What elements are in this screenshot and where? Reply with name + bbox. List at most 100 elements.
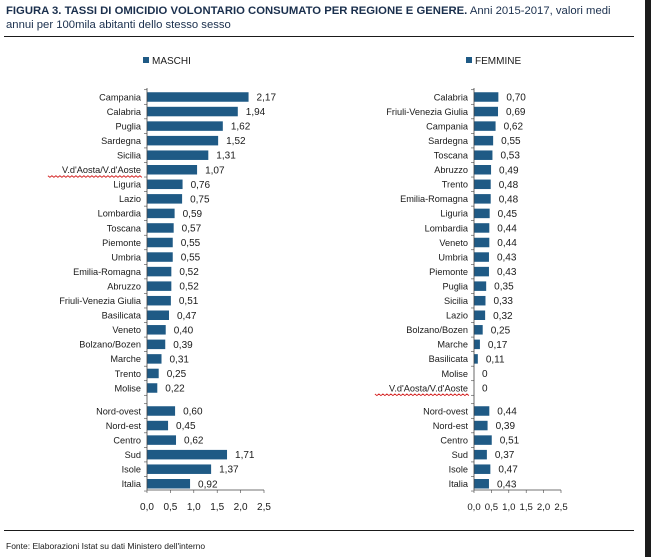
- femmine-spellcheck-squiggle: [374, 393, 470, 397]
- maschi-region-value-friuli-venezia-giulia: 0,51: [179, 296, 199, 307]
- femmine-region-label-veneto: Veneto: [439, 238, 468, 248]
- maschi-area-bar-nord-est: [147, 420, 169, 431]
- maschi-region-bar-lazio: [147, 194, 183, 204]
- maschi-region-label-marche: Marche: [110, 354, 141, 364]
- maschi-region-value-basilicata: 0,47: [177, 311, 197, 322]
- femmine-region-value-piemonte: 0,43: [497, 267, 517, 278]
- maschi-region-bar-umbria: [147, 252, 173, 262]
- femmine-area-bar-nord-ovest: [474, 406, 490, 416]
- maschi-region-bar-trento: [147, 368, 159, 379]
- maschi-region-value-bolzano-bozen: 0,39: [173, 340, 193, 351]
- maschi-region-label-toscana: Toscana: [107, 223, 142, 233]
- maschi-region-bar-molise: [147, 383, 158, 393]
- maschi-area-value-nord-est: 0,45: [176, 421, 196, 432]
- figure-label: FIGURA 3. TASSI DI OMICIDIO VOLONTARIO C…: [6, 5, 468, 17]
- femmine-region-value-basilicata: 0,11: [486, 354, 505, 365]
- femmine-region-bar-basilicata: [474, 354, 478, 364]
- maschi-legend-swatch: [143, 57, 149, 63]
- femmine-region-value-friuli-venezia-giulia: 0,69: [506, 107, 526, 118]
- maschi-region-value-sicilia: 1,31: [216, 151, 236, 162]
- maschi-region-value-umbria: 0,55: [181, 253, 201, 264]
- femmine-area-bar-centro: [474, 435, 492, 445]
- figure-title: FIGURA 3. TASSI DI OMICIDIO VOLONTARIO C…: [6, 4, 636, 32]
- maschi-region-bar-marche: [147, 354, 162, 364]
- maschi-legend-label: MASCHI: [152, 56, 191, 67]
- maschi-region-label-sicilia: Sicilia: [117, 151, 142, 161]
- maschi-area-value-centro: 0,62: [184, 436, 204, 447]
- femmine-region-value-calabria: 0,70: [506, 93, 526, 104]
- femmine-region-bar-lazio: [474, 310, 486, 320]
- femmine-region-value-marche: 0,17: [488, 340, 508, 351]
- femmine-x-tick-label-0: 0,0: [467, 502, 480, 513]
- maschi-region-bar-veneto: [147, 325, 166, 335]
- maschi-region-label-sardegna: Sardegna: [101, 136, 142, 146]
- femmine-region-bar-veneto: [474, 237, 490, 248]
- maschi-region-bar-emilia-romagna: [147, 266, 172, 277]
- femmine-region-label-puglia: Puglia: [442, 281, 468, 291]
- femmine-area-value-nord-est: 0,39: [496, 421, 516, 432]
- femmine-region-bar-bolzano-bozen: [474, 325, 483, 335]
- femmine-x-tick-label-5: 2,5: [554, 502, 567, 513]
- maschi-region-value-v-d-aosta-v-d-aoste: 1,07: [205, 165, 225, 176]
- maschi-area-value-italia: 0,92: [198, 479, 218, 490]
- femmine-region-label-sardegna: Sardegna: [428, 136, 469, 146]
- femmine-region-bar-puglia: [474, 281, 487, 291]
- maschi-region-value-toscana: 0,57: [182, 223, 202, 234]
- femmine-region-bar-piemonte: [474, 266, 489, 277]
- femmine-area-label-centro: Centro: [440, 435, 468, 445]
- femmine-region-bar-liguria: [474, 208, 490, 219]
- source-note: Fonte: Elaborazioni Istat su dati Minist…: [6, 541, 206, 551]
- femmine-region-bar-umbria: [474, 252, 489, 262]
- maschi-region-label-abruzzo: Abruzzo: [107, 281, 141, 291]
- maschi-region-label-trento: Trento: [115, 369, 141, 379]
- maschi-region-bar-friuli-venezia-giulia: [147, 295, 171, 306]
- maschi-region-label-piemonte: Piemonte: [102, 238, 141, 248]
- maschi-region-label-lazio: Lazio: [119, 194, 141, 204]
- femmine-region-label-marche: Marche: [437, 340, 468, 350]
- femmine-region-bar-campania: [474, 121, 496, 131]
- femmine-region-bar-trento: [474, 179, 491, 190]
- femmine-region-bar-toscana: [474, 150, 493, 160]
- maschi-x-tick-label-0: 0,0: [140, 502, 154, 513]
- maschi-area-label-italia: Italia: [122, 479, 142, 489]
- femmine-region-label-umbria: Umbria: [438, 252, 468, 262]
- maschi-region-value-calabria: 1,94: [246, 107, 266, 118]
- maschi-region-bar-calabria: [147, 106, 238, 117]
- maschi-region-label-emilia-romagna: Emilia-Romagna: [73, 267, 142, 277]
- femmine-region-bar-sardegna: [474, 135, 494, 146]
- femmine-region-bar-emilia-romagna: [474, 194, 491, 204]
- maschi-region-value-emilia-romagna: 0,52: [179, 267, 199, 278]
- femmine-region-value-toscana: 0,53: [500, 151, 520, 162]
- femmine-region-value-lazio: 0,32: [493, 311, 513, 322]
- maschi-area-label-nord-est: Nord-est: [106, 421, 142, 431]
- femmine-region-value-liguria: 0,45: [498, 209, 518, 220]
- title-divider: [4, 36, 634, 37]
- femmine-region-value-emilia-romagna: 0,48: [499, 194, 519, 205]
- maschi-region-value-puglia: 1,62: [231, 122, 251, 133]
- maschi-area-bar-sud: [147, 449, 228, 460]
- maschi-x-tick-label-4: 2,0: [234, 502, 248, 513]
- footer-divider: [4, 530, 634, 531]
- maschi-region-value-liguria: 0,76: [191, 180, 211, 191]
- maschi-region-bar-piemonte: [147, 237, 173, 248]
- maschi-region-value-campania: 2,17: [257, 93, 277, 104]
- maschi-region-value-lazio: 0,75: [190, 194, 210, 205]
- femmine-region-value-campania: 0,62: [504, 122, 524, 133]
- maschi-region-bar-puglia: [147, 121, 223, 131]
- femmine-region-label-liguria: Liguria: [440, 209, 468, 219]
- maschi-region-label-puglia: Puglia: [115, 121, 141, 131]
- femmine-region-value-lombardia: 0,44: [497, 223, 517, 234]
- maschi-region-bar-lombardia: [147, 208, 175, 219]
- femmine-region-label-trento: Trento: [442, 180, 468, 190]
- femmine-region-label-basilicata: Basilicata: [429, 354, 469, 364]
- maschi-region-label-liguria: Liguria: [113, 180, 141, 190]
- femmine-region-label-emilia-romagna: Emilia-Romagna: [400, 194, 469, 204]
- femmine-x-tick-label-2: 1,0: [502, 502, 515, 513]
- femmine-area-label-nord-ovest: Nord-ovest: [423, 406, 468, 416]
- maschi-region-label-lombardia: Lombardia: [98, 209, 142, 219]
- maschi-area-label-centro: Centro: [113, 435, 141, 445]
- femmine-region-label-lombardia: Lombardia: [425, 223, 469, 233]
- maschi-region-bar-sardegna: [147, 135, 219, 146]
- femmine-region-label-toscana: Toscana: [434, 151, 469, 161]
